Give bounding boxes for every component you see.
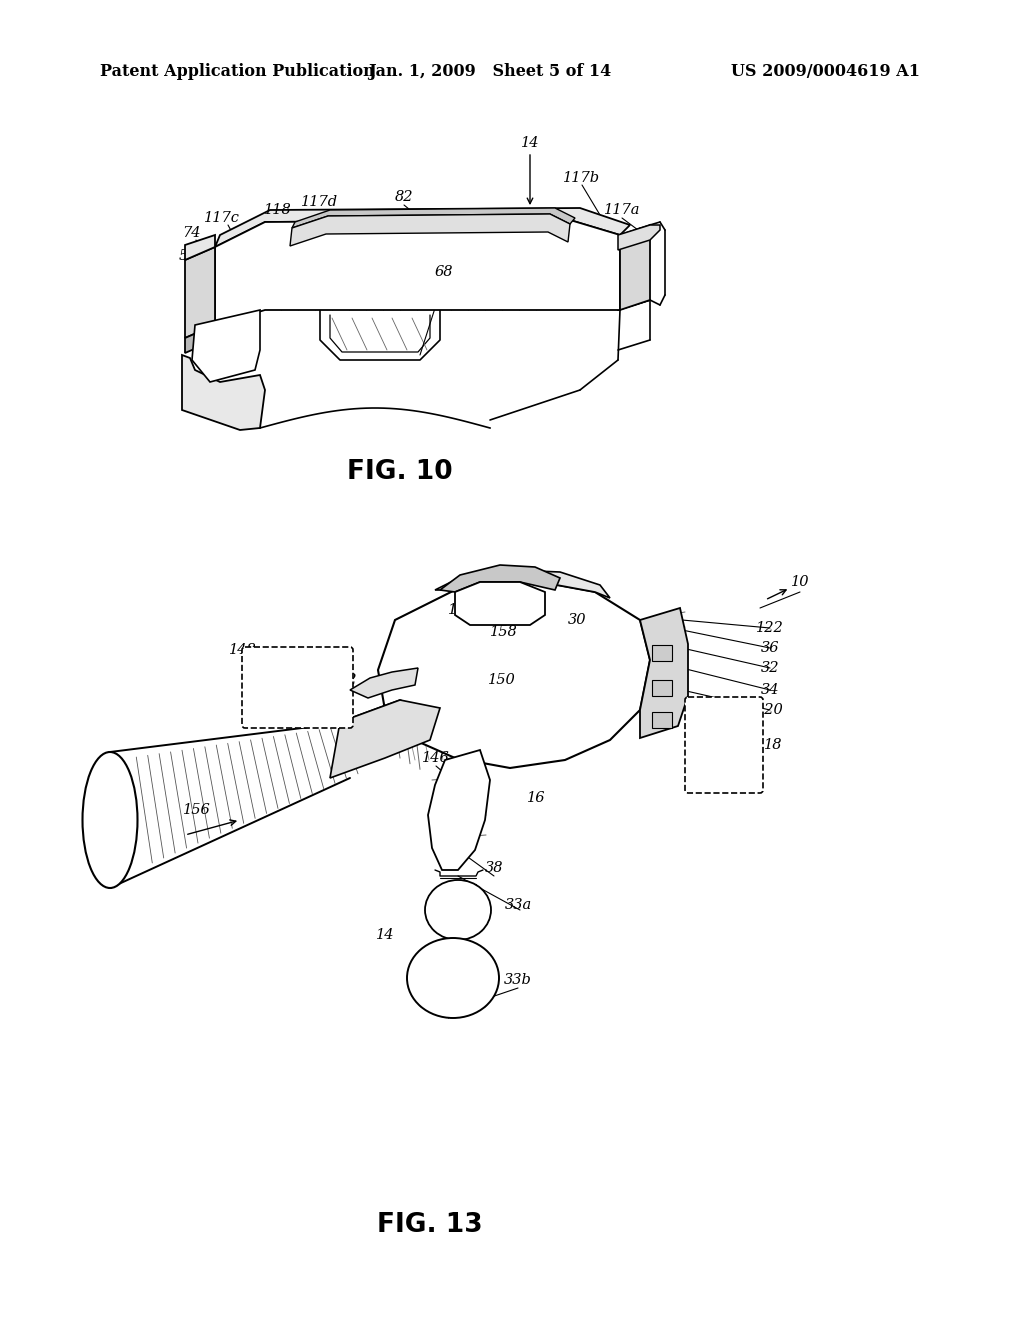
Polygon shape xyxy=(215,209,630,247)
Text: 33b: 33b xyxy=(504,973,531,987)
Text: US 2009/0004619 A1: US 2009/0004619 A1 xyxy=(731,63,920,81)
Text: 18: 18 xyxy=(764,738,782,752)
Bar xyxy=(652,680,672,696)
Polygon shape xyxy=(428,750,490,870)
Text: 117a: 117a xyxy=(604,203,640,216)
Polygon shape xyxy=(435,570,610,598)
FancyBboxPatch shape xyxy=(685,697,763,793)
Polygon shape xyxy=(620,224,650,310)
Text: FIG. 10: FIG. 10 xyxy=(347,459,453,484)
Bar xyxy=(652,645,672,661)
Text: 68: 68 xyxy=(435,265,454,279)
Ellipse shape xyxy=(407,939,499,1018)
Polygon shape xyxy=(340,700,410,726)
Text: 14: 14 xyxy=(521,136,540,150)
Polygon shape xyxy=(215,220,620,325)
Polygon shape xyxy=(618,224,660,249)
Text: 158: 158 xyxy=(490,624,518,639)
Text: 36: 36 xyxy=(761,642,779,655)
Text: 117c: 117c xyxy=(204,211,240,224)
Text: 74: 74 xyxy=(181,226,201,240)
Text: 30: 30 xyxy=(567,612,587,627)
Text: 118: 118 xyxy=(264,203,292,216)
Text: 16: 16 xyxy=(526,791,545,805)
Text: 144: 144 xyxy=(291,713,318,727)
Text: 154: 154 xyxy=(449,603,476,616)
Text: 118: 118 xyxy=(434,793,462,807)
Text: 48: 48 xyxy=(633,227,651,242)
Text: 122: 122 xyxy=(756,620,784,635)
Polygon shape xyxy=(350,668,418,698)
Text: 34: 34 xyxy=(761,682,779,697)
Text: 50: 50 xyxy=(179,249,198,263)
Text: 14: 14 xyxy=(376,928,394,942)
Text: 38: 38 xyxy=(484,861,503,875)
Polygon shape xyxy=(185,247,215,338)
Polygon shape xyxy=(290,214,570,246)
Text: 150: 150 xyxy=(488,673,516,686)
Text: 156: 156 xyxy=(183,803,211,817)
Polygon shape xyxy=(193,310,260,381)
Text: 32: 32 xyxy=(761,661,779,675)
Polygon shape xyxy=(185,325,215,352)
Polygon shape xyxy=(440,565,560,591)
FancyBboxPatch shape xyxy=(242,647,353,729)
Polygon shape xyxy=(378,579,650,768)
Polygon shape xyxy=(330,700,440,777)
Text: 120: 120 xyxy=(756,704,784,717)
Text: 33a: 33a xyxy=(505,898,531,912)
Ellipse shape xyxy=(425,880,490,940)
Text: 12: 12 xyxy=(339,673,357,686)
Text: 146: 146 xyxy=(422,751,450,766)
Polygon shape xyxy=(640,609,688,738)
Ellipse shape xyxy=(83,752,137,888)
Text: 117d: 117d xyxy=(301,195,339,209)
Text: Patent Application Publication: Patent Application Publication xyxy=(100,63,375,81)
Polygon shape xyxy=(455,582,545,624)
Text: 117b: 117b xyxy=(563,172,600,185)
Text: 148: 148 xyxy=(229,643,257,657)
Polygon shape xyxy=(292,209,575,228)
Text: FIG. 13: FIG. 13 xyxy=(377,1212,482,1238)
Text: Jan. 1, 2009   Sheet 5 of 14: Jan. 1, 2009 Sheet 5 of 14 xyxy=(369,63,611,81)
Polygon shape xyxy=(182,355,265,430)
Text: 10: 10 xyxy=(791,576,809,589)
Polygon shape xyxy=(185,235,215,260)
Bar xyxy=(652,711,672,729)
Text: 82: 82 xyxy=(394,190,414,205)
